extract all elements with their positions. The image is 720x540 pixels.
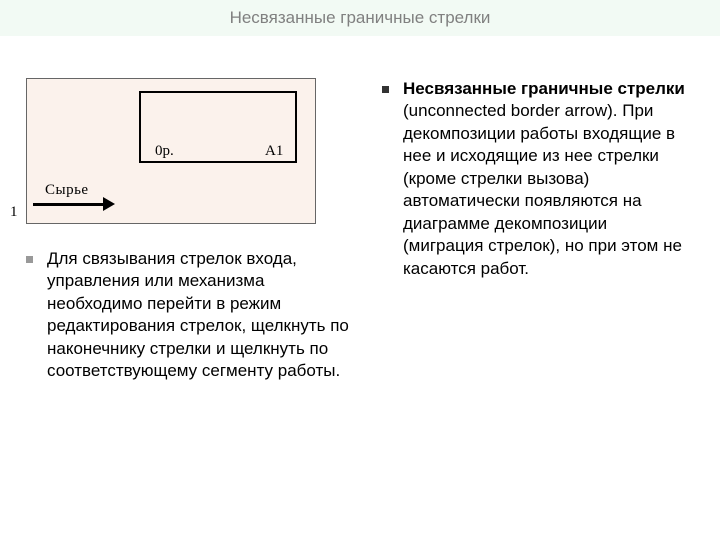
title-bar: Несвязанные граничные стрелки: [0, 0, 720, 36]
right-bullet-item: Несвязанные граничные стрелки (unconnect…: [382, 78, 692, 280]
right-bullet-bold: Несвязанные граничные стрелки: [403, 79, 685, 98]
diagram-label-0p: 0р.: [155, 143, 174, 160]
right-bullet-text: Несвязанные граничные стрелки (unconnect…: [403, 78, 692, 280]
bullet-icon: [26, 256, 33, 263]
left-bullet-text: Для связывания стрелок входа, управления…: [47, 248, 350, 383]
left-column: 0р. А1 Сырье Для связывания стрелок вход…: [0, 78, 360, 391]
diagram-arrow-shaft: [33, 203, 107, 206]
content-area: 0р. А1 Сырье Для связывания стрелок вход…: [0, 78, 720, 391]
slide-title: Несвязанные граничные стрелки: [230, 8, 491, 28]
diagram-figure: 0р. А1 Сырье: [26, 78, 316, 224]
bullet-icon: [382, 86, 389, 93]
diagram-label-a1: А1: [265, 143, 283, 160]
diagram-arrow-head-icon: [103, 197, 115, 211]
diagram-arrow-label: Сырье: [45, 182, 89, 199]
right-bullet-rest: (unconnected border arrow). При декомпоз…: [403, 101, 682, 277]
left-bullet-item: Для связывания стрелок входа, управления…: [26, 248, 350, 383]
right-column: Несвязанные граничные стрелки (unconnect…: [360, 78, 720, 391]
